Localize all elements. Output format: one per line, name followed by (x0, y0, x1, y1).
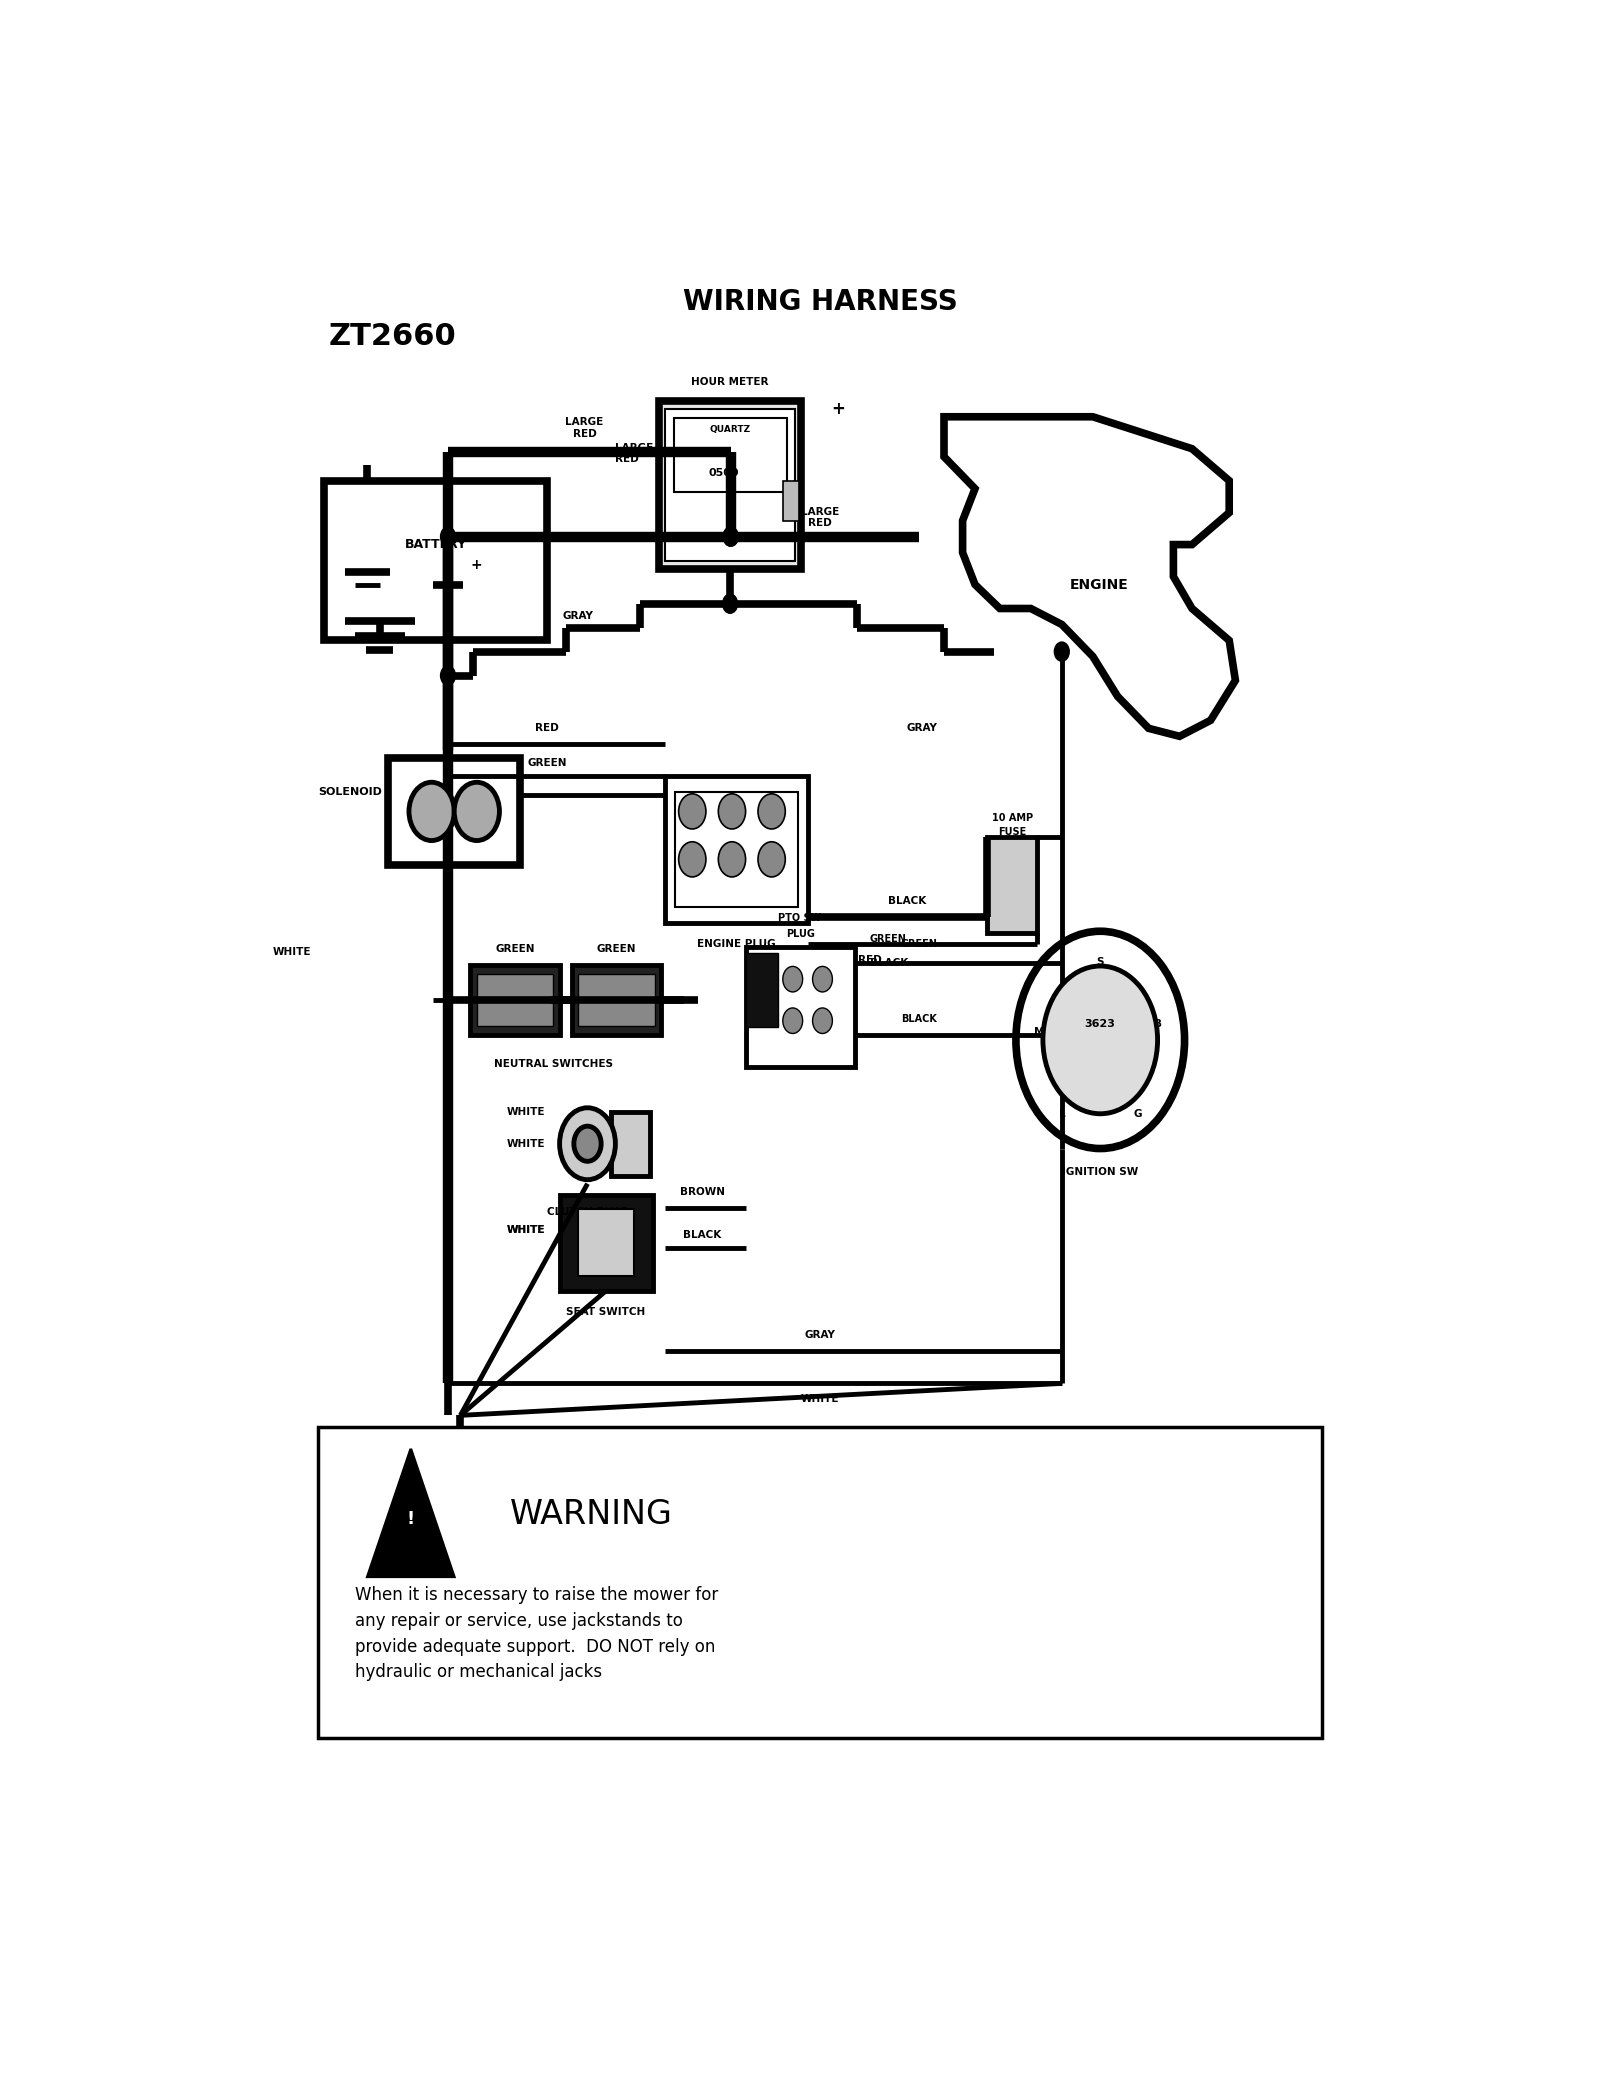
Text: GREEN: GREEN (901, 940, 938, 948)
Text: M: M (1034, 1027, 1045, 1038)
Text: QUARTZ: QUARTZ (709, 425, 750, 434)
Bar (746, 952, 778, 1027)
Circle shape (678, 795, 706, 830)
Text: PTO SW: PTO SW (779, 913, 822, 923)
Text: GREEN: GREEN (870, 934, 907, 944)
Text: GRAY: GRAY (805, 1330, 835, 1340)
Polygon shape (368, 1448, 454, 1577)
Text: WARNING: WARNING (510, 1498, 674, 1531)
Circle shape (782, 1008, 803, 1033)
Text: WHITE: WHITE (506, 1106, 544, 1116)
Text: GREEN: GREEN (528, 759, 566, 768)
Bar (470, 965, 560, 1035)
Text: ENGINE: ENGINE (1070, 577, 1128, 591)
Bar (578, 1210, 634, 1276)
Text: GREEN: GREEN (496, 944, 534, 954)
Text: SOLENOID: SOLENOID (318, 786, 382, 797)
Text: G: G (1134, 1108, 1142, 1118)
Bar (560, 1195, 653, 1291)
Text: LARGE
RED: LARGE RED (565, 417, 603, 438)
Bar (746, 946, 854, 1067)
Text: GREEN: GREEN (597, 944, 637, 954)
Circle shape (813, 1008, 832, 1033)
Bar (782, 481, 798, 521)
Text: BLACK: BLACK (870, 959, 907, 969)
Text: BLACK: BLACK (901, 1015, 938, 1025)
Text: RED: RED (536, 724, 558, 732)
Bar (611, 1112, 650, 1177)
Text: WHITE: WHITE (506, 1139, 544, 1150)
Circle shape (718, 842, 746, 878)
Circle shape (410, 782, 454, 840)
Text: PLUG: PLUG (786, 930, 814, 940)
Circle shape (723, 593, 738, 614)
Text: +: + (470, 558, 482, 573)
Circle shape (1054, 641, 1069, 662)
Circle shape (440, 527, 456, 546)
Bar (666, 409, 795, 560)
Text: WHITE: WHITE (506, 1224, 544, 1235)
Bar (674, 417, 787, 492)
Text: ZT2660: ZT2660 (328, 322, 456, 351)
Text: !: ! (406, 1511, 414, 1527)
Circle shape (1016, 932, 1184, 1150)
Text: ENGINE PLUG: ENGINE PLUG (698, 940, 776, 948)
Text: LARGE
RED: LARGE RED (616, 442, 654, 465)
Text: +: + (832, 400, 845, 417)
Bar (578, 975, 654, 1025)
Bar (389, 757, 520, 865)
Circle shape (718, 795, 746, 830)
Bar (573, 965, 661, 1035)
Bar (318, 1426, 1322, 1739)
Bar (666, 776, 808, 923)
Circle shape (440, 666, 456, 685)
Circle shape (782, 967, 803, 992)
Text: BROWN: BROWN (680, 1187, 725, 1197)
Text: 3623: 3623 (1085, 1019, 1115, 1029)
Circle shape (574, 1127, 602, 1162)
Text: L: L (1059, 1108, 1066, 1118)
Bar (323, 481, 547, 641)
Text: 10 AMP: 10 AMP (992, 813, 1032, 824)
Bar (477, 975, 554, 1025)
Text: WHITE: WHITE (800, 1394, 840, 1405)
Circle shape (758, 842, 786, 878)
Text: BATTERY: BATTERY (405, 537, 467, 552)
Circle shape (813, 967, 832, 992)
Polygon shape (944, 417, 1235, 737)
Text: When it is necessary to raise the mower for
any repair or service, use jackstand: When it is necessary to raise the mower … (355, 1585, 718, 1681)
Text: BLACK: BLACK (683, 1230, 722, 1239)
Text: WIRING HARNESS: WIRING HARNESS (683, 288, 957, 315)
Text: HOUR METER: HOUR METER (691, 378, 770, 386)
Circle shape (758, 795, 786, 830)
Text: WHITE: WHITE (506, 1224, 544, 1235)
Bar (987, 836, 1037, 934)
Text: IGNITION SW: IGNITION SW (1062, 1168, 1138, 1177)
Text: WHITE: WHITE (274, 946, 312, 957)
Text: BLACK: BLACK (888, 896, 926, 907)
Text: GRAY: GRAY (907, 724, 938, 732)
Text: NEUTRAL SWITCHES: NEUTRAL SWITCHES (494, 1058, 613, 1069)
Bar (659, 400, 802, 569)
Text: CLUTCH PLUG: CLUTCH PLUG (547, 1208, 627, 1218)
Text: B: B (1154, 1019, 1162, 1029)
Circle shape (678, 842, 706, 878)
Bar (675, 793, 798, 907)
Text: FUSE: FUSE (998, 828, 1026, 836)
Circle shape (723, 527, 738, 546)
Text: LARGE
RED: LARGE RED (802, 506, 838, 529)
Text: S: S (1096, 957, 1104, 967)
Text: 0500: 0500 (709, 469, 739, 477)
Circle shape (723, 527, 738, 546)
Circle shape (454, 782, 499, 840)
Text: RED: RED (858, 954, 882, 965)
Circle shape (1043, 967, 1157, 1114)
Text: SEAT SWITCH: SEAT SWITCH (566, 1307, 646, 1316)
Text: GRAY: GRAY (563, 612, 594, 622)
Circle shape (560, 1108, 616, 1181)
